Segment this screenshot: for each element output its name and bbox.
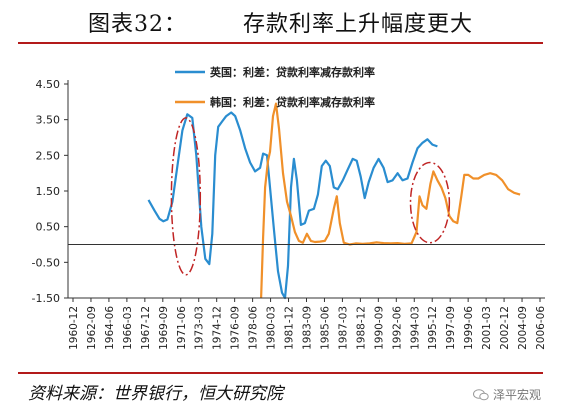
x-tick-label: 1974-12 bbox=[212, 306, 224, 350]
x-tick-label: 1980-03 bbox=[266, 306, 278, 350]
watermark-text: 泽平宏观 bbox=[492, 388, 541, 402]
x-tick-label: 1990-09 bbox=[373, 306, 385, 350]
x-tick-label: 1973-03 bbox=[194, 306, 206, 350]
y-axis: -1.50 -0.50 0.50 1.50 2.50 3.50 4.50 bbox=[32, 78, 69, 305]
top-divider bbox=[18, 42, 543, 44]
x-tick-label: 1988-12 bbox=[355, 306, 367, 350]
y-tick-label: -1.50 bbox=[32, 292, 60, 305]
x-tick-label: 1978-06 bbox=[248, 306, 260, 350]
legend-label-1: 英国：利差：贷款利率减存款利率 bbox=[209, 65, 375, 79]
x-tick-label: 1992-06 bbox=[391, 306, 403, 350]
x-tick-label: 1967-12 bbox=[140, 306, 152, 350]
x-tick-label: 1966-03 bbox=[122, 306, 134, 350]
y-tick-label: 4.50 bbox=[36, 78, 61, 91]
x-tick-label: 1983-09 bbox=[302, 306, 314, 350]
plot-area bbox=[147, 102, 521, 300]
x-tick-label: 1985-06 bbox=[319, 306, 331, 350]
x-tick-label: 1995-12 bbox=[427, 306, 439, 350]
highlight-ellipse-2 bbox=[409, 161, 451, 244]
x-tick-label: 1999-06 bbox=[463, 306, 475, 350]
y-tick-label: 1.50 bbox=[36, 185, 61, 198]
chart-title: 图表32： 存款利率上升幅度更大 bbox=[88, 12, 473, 37]
x-tick-label: 2002-12 bbox=[499, 306, 511, 350]
x-tick-label: 2006-06 bbox=[535, 306, 547, 350]
header: 图表32： 存款利率上升幅度更大 bbox=[0, 0, 561, 38]
y-tick-label: 0.50 bbox=[36, 221, 61, 234]
x-tick-label: 1962-09 bbox=[86, 306, 98, 350]
x-tick-label: 1981-12 bbox=[284, 306, 296, 350]
x-tick-label: 1964-06 bbox=[104, 306, 116, 350]
highlight-ellipse-1 bbox=[170, 117, 202, 276]
y-tick-label: 2.50 bbox=[36, 149, 61, 162]
series-line-2 bbox=[260, 102, 521, 299]
watermark: 泽平宏观 bbox=[472, 386, 541, 403]
chart-area: 英国：利差：贷款利率减存款利率 韩国：利差：贷款利率减存款利率 -1.50 -0.5… bbox=[0, 44, 561, 370]
x-tick-label: 1960-12 bbox=[68, 306, 80, 350]
x-tick-label: 1997-09 bbox=[445, 306, 457, 350]
annotation-layer bbox=[170, 117, 451, 276]
wechat-icon bbox=[472, 388, 489, 400]
x-tick-label: 1976-09 bbox=[230, 306, 242, 350]
x-tick-label: 2004-09 bbox=[517, 306, 529, 350]
source-note: 资料来源：世界银行，恒大研究院 bbox=[28, 384, 283, 404]
x-tick-label: 1994-03 bbox=[409, 306, 421, 350]
x-tick-label: 1971-06 bbox=[176, 306, 188, 350]
legend-label-2: 韩国：利差：贷款利率减存款利率 bbox=[210, 95, 375, 109]
y-tick-label: -0.50 bbox=[32, 256, 60, 269]
x-tick-label: 1987-03 bbox=[337, 306, 349, 350]
x-axis: 1960-12 1962-09 1964-06 1966-03 1967-12 1969-… bbox=[68, 244, 547, 350]
y-tick-label: 3.50 bbox=[36, 114, 61, 127]
series-line-1 bbox=[147, 111, 438, 300]
bottom-divider bbox=[18, 372, 543, 374]
x-tick-label: 1969-09 bbox=[158, 306, 170, 350]
x-tick-label: 2001-03 bbox=[481, 306, 493, 350]
